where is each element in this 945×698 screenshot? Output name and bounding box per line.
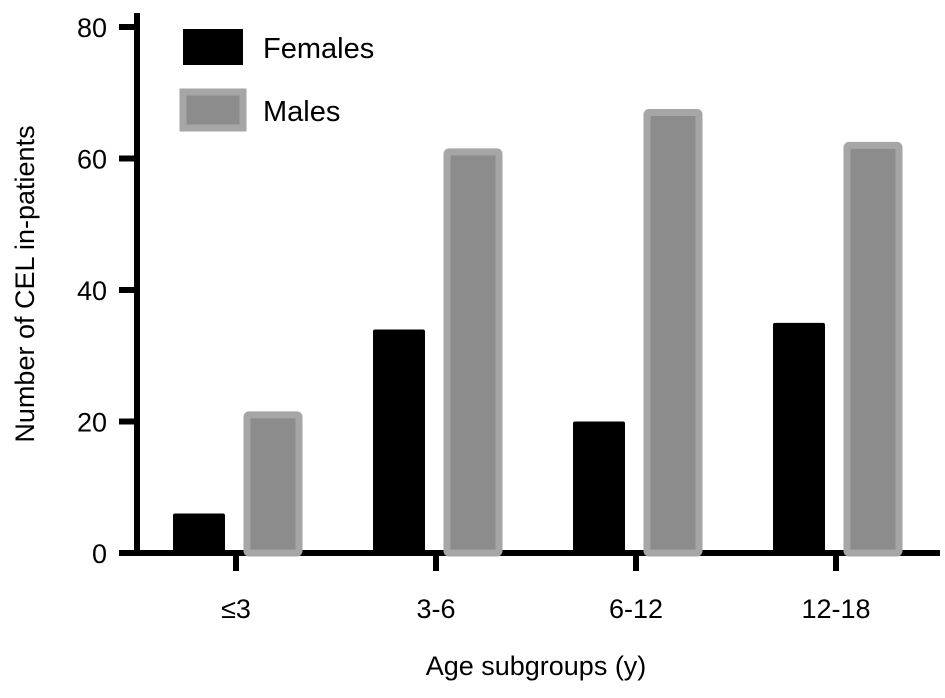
x-ticks: ≤3 3-6 6-12 12-18 — [221, 553, 871, 624]
y-axis-label: Number of CEL in-patients — [10, 125, 40, 442]
legend-label-males: Males — [263, 96, 340, 128]
legend-swatch-males — [179, 88, 247, 132]
bar-males-2 — [643, 108, 703, 557]
bar-females-3 — [773, 322, 825, 553]
bar-males-0 — [243, 411, 303, 557]
bar-males-1 — [443, 148, 503, 557]
y-tick-label: 60 — [77, 145, 107, 175]
x-axis-label: Age subgroups (y) — [426, 651, 647, 681]
bar-males-3 — [843, 141, 903, 557]
bar-females-1 — [373, 329, 425, 553]
x-tick-label: 6-12 — [609, 594, 663, 624]
y-ticks: 0 20 40 60 80 — [77, 13, 137, 569]
y-tick-label: 80 — [77, 13, 107, 43]
x-tick-label: ≤3 — [221, 594, 251, 624]
x-tick-label: 12-18 — [801, 594, 870, 624]
x-tick-label: 3-6 — [416, 594, 455, 624]
legend: Females Males — [179, 29, 374, 132]
y-tick-label: 0 — [92, 539, 107, 569]
legend-swatch-females — [183, 29, 243, 65]
bar-females-0 — [173, 513, 225, 553]
legend-label-females: Females — [263, 33, 374, 65]
y-tick-label: 40 — [77, 276, 107, 306]
bar-females-2 — [573, 421, 625, 553]
bars — [173, 108, 903, 557]
y-tick-label: 20 — [77, 408, 107, 438]
